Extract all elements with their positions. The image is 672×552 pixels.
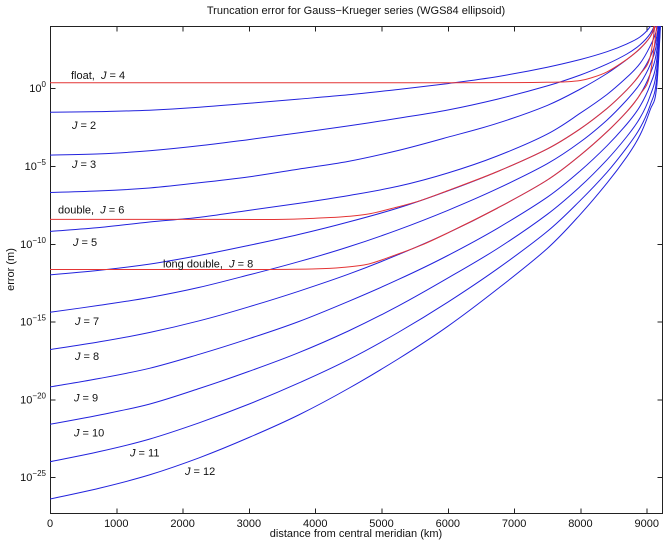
x-tick-label: 9000 [635, 518, 659, 530]
curve-annotations: float, J = 4 J = 2 J = 3 double, J = 6 J = 5… [58, 70, 253, 478]
curve-label-J-10: J = 10 [73, 427, 104, 439]
y-tick-label: 10−5 [25, 158, 47, 173]
tick-labels: 0 1000 2000 3000 4000 5000 6000 7000 8000 9000 100… [20, 80, 659, 530]
x-tick-label: 6000 [436, 518, 460, 530]
y-tick-label: 100 [29, 80, 46, 95]
curve-label-J-2: J = 2 [71, 120, 96, 132]
curve-float-J-4 [50, 26, 655, 84]
curve-J-11 [50, 26, 661, 463]
curve-label-J-5: J = 5 [72, 237, 97, 249]
curve-label-floatJ-4: float, J = 4 [71, 70, 125, 82]
x-tick-label: 2000 [170, 518, 194, 530]
y-axis-label: error (m) [5, 248, 17, 291]
curves [50, 26, 661, 500]
curve-J-8 [50, 26, 660, 351]
curve-label-J-11: J = 11 [129, 448, 159, 460]
curve-J-3 [50, 26, 655, 156]
curve-J-5 [50, 26, 658, 232]
x-tick-label: 5000 [369, 518, 393, 530]
y-tick-label: 10−25 [20, 469, 46, 484]
chart-title: Truncation error for Gauss−Krueger serie… [206, 5, 506, 17]
curve-label-J-12: J = 12 [184, 466, 215, 478]
curve-label-J-9: J = 9 [73, 392, 98, 404]
curve-label-J-8: J = 8 [74, 351, 99, 363]
curve-double-J-6 [50, 26, 656, 220]
x-tick-label: 1000 [104, 518, 128, 530]
x-tick-label: 7000 [502, 518, 526, 530]
y-tick-label: 10−10 [20, 236, 46, 251]
curve-label-J-7: J = 7 [74, 316, 99, 328]
y-tick-label: 10−15 [20, 314, 46, 329]
curve-label-longdoubleJ-8: long double, J = 8 [163, 259, 253, 271]
x-tick-label: 4000 [303, 518, 327, 530]
curve-label-doubleJ-6: double, J = 6 [58, 205, 124, 217]
curve-J-6 [50, 26, 659, 276]
curve-J-12 [50, 26, 661, 500]
x-axis-label: distance from central meridian (km) [269, 528, 443, 540]
x-tick-label: 0 [47, 518, 53, 530]
curve-J-2 [50, 26, 652, 113]
x-tick-label: 3000 [237, 518, 261, 530]
curve-long-double-J-8 [50, 26, 658, 271]
x-tick-label: 8000 [568, 518, 592, 530]
curve-J-9 [50, 26, 661, 388]
curve-J-10 [50, 26, 661, 425]
curve-J-7 [50, 26, 660, 313]
curve-label-J-3: J = 3 [71, 159, 96, 171]
y-tick-label: 10−20 [20, 391, 46, 406]
